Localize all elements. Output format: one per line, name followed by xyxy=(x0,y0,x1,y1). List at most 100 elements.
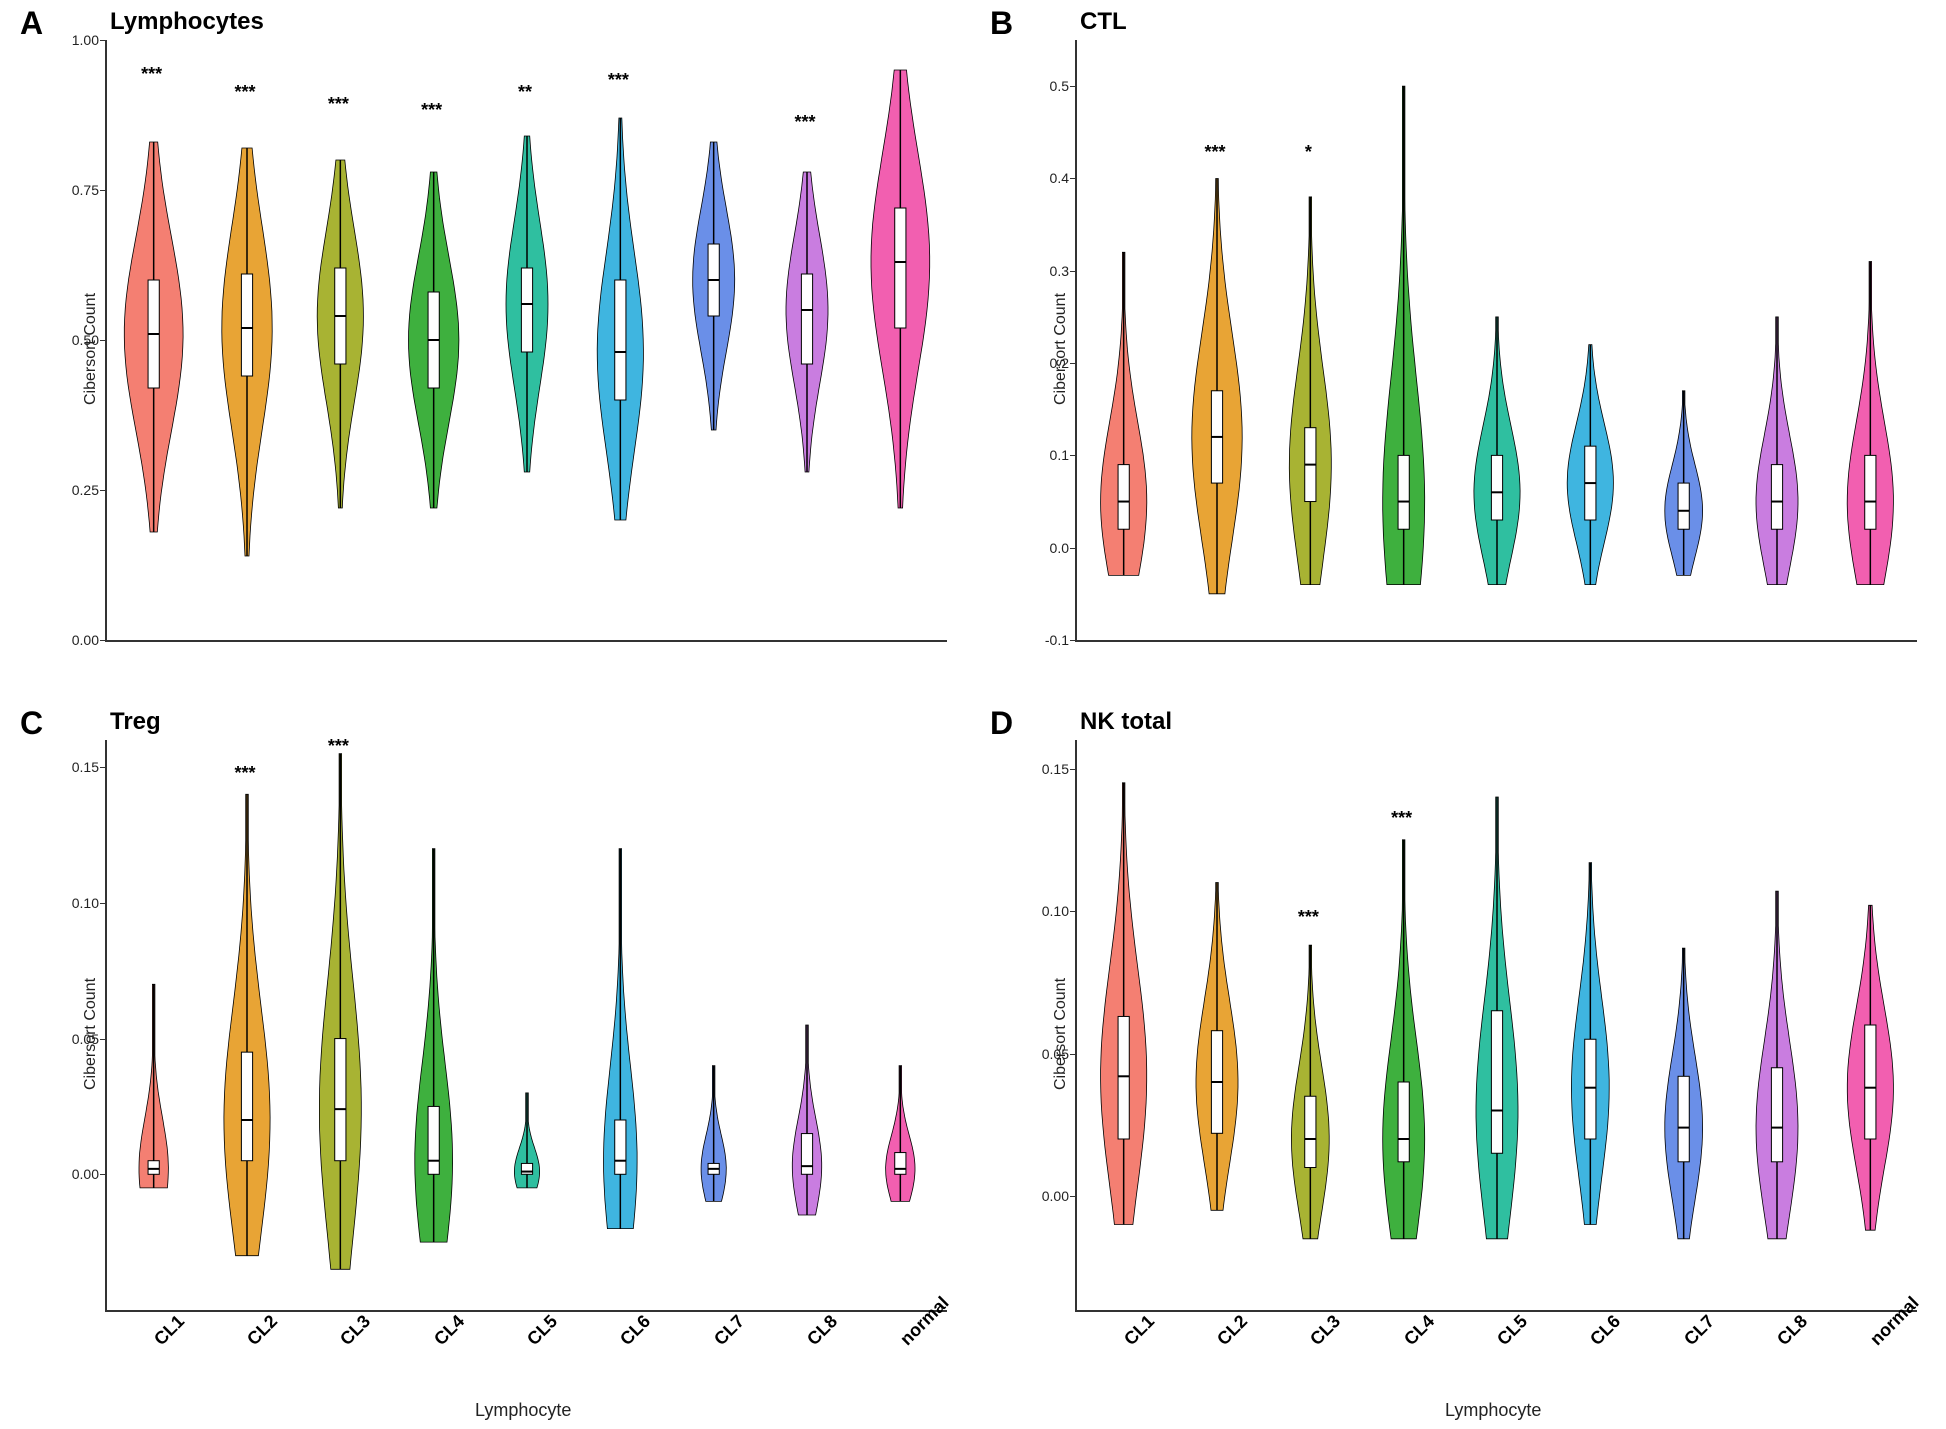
y-tick-label: 0.15 xyxy=(57,759,99,775)
significance-label: *** xyxy=(608,70,629,91)
x-category-label: CL2 xyxy=(243,1311,282,1350)
box xyxy=(1865,1025,1876,1139)
significance-label: *** xyxy=(234,82,255,103)
significance-label: * xyxy=(1305,142,1312,163)
x-category-label: CL3 xyxy=(336,1311,375,1350)
y-tick-label: -0.1 xyxy=(1027,632,1069,648)
y-tick-mark xyxy=(1070,640,1075,641)
y-tick-label: 0.2 xyxy=(1027,355,1069,371)
y-tick-mark xyxy=(100,340,105,341)
box xyxy=(1585,1039,1596,1139)
plot-area xyxy=(1075,740,1917,1312)
box xyxy=(1118,465,1129,530)
x-category-label: CL7 xyxy=(710,1311,749,1350)
y-tick-label: 0.25 xyxy=(57,482,99,498)
y-tick-mark xyxy=(1070,178,1075,179)
y-tick-label: 1.00 xyxy=(57,32,99,48)
plot-area xyxy=(105,40,947,642)
significance-label: *** xyxy=(328,94,349,115)
y-tick-mark xyxy=(100,1174,105,1175)
y-tick-label: 0.10 xyxy=(1027,903,1069,919)
box xyxy=(801,1134,812,1175)
significance-label: *** xyxy=(421,100,442,121)
y-tick-mark xyxy=(100,640,105,641)
x-category-label: CL5 xyxy=(1493,1311,1532,1350)
box xyxy=(1865,455,1876,529)
x-category-label: CL6 xyxy=(616,1311,655,1350)
y-tick-label: 0.0 xyxy=(1027,540,1069,556)
x-axis-label: Lymphocyte xyxy=(1445,1400,1541,1421)
box xyxy=(1491,1011,1502,1154)
panel-label: C xyxy=(20,705,43,742)
y-tick-mark xyxy=(1070,1196,1075,1197)
y-tick-label: 0.5 xyxy=(1027,78,1069,94)
y-axis-label: Cibersort Count xyxy=(1052,978,1070,1090)
y-tick-mark xyxy=(100,767,105,768)
y-tick-mark xyxy=(100,490,105,491)
x-category-label: CL4 xyxy=(1400,1311,1439,1350)
y-tick-mark xyxy=(100,40,105,41)
y-tick-label: 0.4 xyxy=(1027,170,1069,186)
x-category-label: CL1 xyxy=(1120,1311,1159,1350)
box xyxy=(1678,483,1689,529)
significance-label: *** xyxy=(1204,142,1225,163)
x-axis-label: Lymphocyte xyxy=(475,1400,571,1421)
box xyxy=(1398,1082,1409,1162)
significance-label: ** xyxy=(518,82,532,103)
box xyxy=(1678,1076,1689,1162)
panel-label: D xyxy=(990,705,1013,742)
panel-a: ALymphocytesCibersort Count0.000.250.500… xyxy=(10,0,970,690)
y-tick-label: 0.00 xyxy=(57,1166,99,1182)
significance-label: *** xyxy=(234,763,255,784)
significance-label: *** xyxy=(1298,907,1319,928)
box xyxy=(521,268,532,352)
significance-label: *** xyxy=(794,112,815,133)
x-category-label: CL3 xyxy=(1306,1311,1345,1350)
y-tick-mark xyxy=(1070,86,1075,87)
figure-root: ALymphocytesCibersort Count0.000.250.500… xyxy=(0,0,1946,1429)
panel-label: A xyxy=(20,5,43,42)
x-category-label: CL2 xyxy=(1213,1311,1252,1350)
box xyxy=(148,1161,159,1175)
y-tick-label: 0.05 xyxy=(57,1031,99,1047)
plot-svg xyxy=(107,740,947,1310)
y-tick-label: 0.75 xyxy=(57,182,99,198)
box xyxy=(895,208,906,328)
panel-c: CTregCibersort Count0.000.050.100.15CL1*… xyxy=(10,700,970,1400)
y-axis-label: Cibersort Count xyxy=(82,293,100,405)
y-tick-mark xyxy=(1070,911,1075,912)
x-category-label: CL8 xyxy=(1773,1311,1812,1350)
y-tick-label: 0.05 xyxy=(1027,1046,1069,1062)
y-tick-mark xyxy=(1070,548,1075,549)
y-tick-mark xyxy=(1070,271,1075,272)
box xyxy=(1305,1096,1316,1167)
panel-title: Treg xyxy=(110,708,161,736)
y-tick-mark xyxy=(1070,455,1075,456)
box xyxy=(335,1039,346,1161)
significance-label: *** xyxy=(1391,808,1412,829)
box xyxy=(241,274,252,376)
y-tick-label: 0.10 xyxy=(57,895,99,911)
panel-title: Lymphocytes xyxy=(110,8,264,36)
panel-d: DNK totalCibersort Count0.000.050.100.15… xyxy=(980,700,1940,1400)
y-tick-label: 0.3 xyxy=(1027,263,1069,279)
box xyxy=(1398,455,1409,529)
y-tick-mark xyxy=(1070,1054,1075,1055)
x-category-label: CL7 xyxy=(1680,1311,1719,1350)
y-axis-label: Cibersort Count xyxy=(1052,293,1070,405)
box xyxy=(1491,455,1502,520)
y-tick-mark xyxy=(1070,769,1075,770)
box xyxy=(1771,1068,1782,1162)
y-tick-mark xyxy=(100,190,105,191)
y-tick-mark xyxy=(1070,363,1075,364)
y-tick-label: 0.00 xyxy=(57,632,99,648)
box xyxy=(895,1153,906,1175)
plot-svg xyxy=(1077,40,1917,640)
y-tick-label: 0.15 xyxy=(1027,761,1069,777)
x-category-label: CL4 xyxy=(430,1311,469,1350)
box xyxy=(615,280,626,400)
plot-svg xyxy=(1077,740,1917,1310)
panel-title: NK total xyxy=(1080,708,1172,736)
plot-area xyxy=(105,740,947,1312)
plot-area xyxy=(1075,40,1917,642)
